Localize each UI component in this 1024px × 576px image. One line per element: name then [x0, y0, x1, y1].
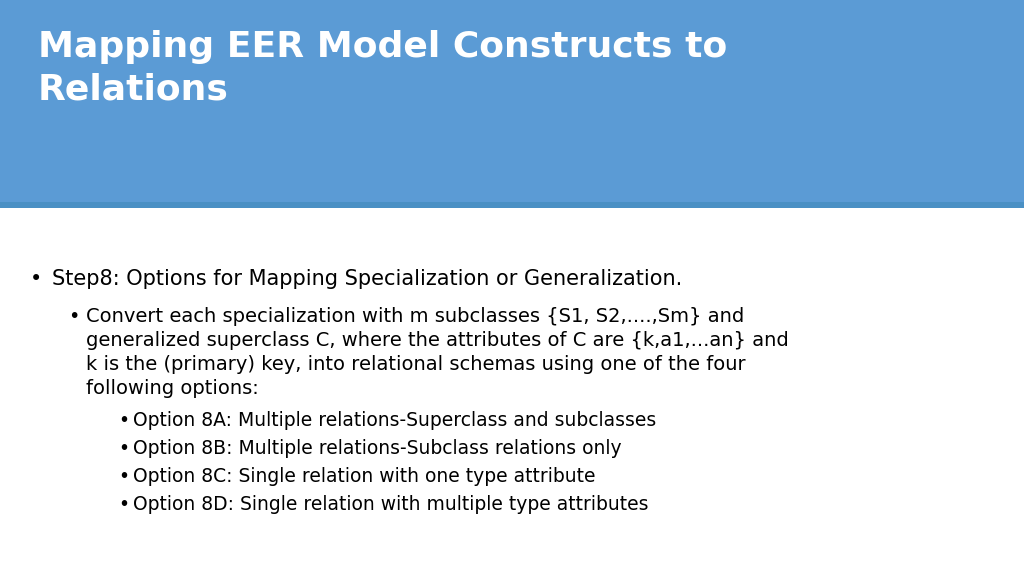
Text: •: •	[118, 439, 129, 458]
Text: following options:: following options:	[86, 380, 259, 399]
Text: Step8: Options for Mapping Specialization or Generalization.: Step8: Options for Mapping Specializatio…	[52, 270, 682, 290]
Text: •: •	[118, 468, 129, 487]
Bar	[0, 203, 1024, 209]
Text: k is the (primary) key, into relational schemas using one of the four: k is the (primary) key, into relational …	[86, 355, 745, 374]
Text: Option 8C: Single relation with one type attribute: Option 8C: Single relation with one type…	[133, 468, 596, 487]
Text: generalized superclass C, where the attributes of C are {k,a1,...an} and: generalized superclass C, where the attr…	[86, 331, 788, 350]
Text: Mapping EER Model Constructs to: Mapping EER Model Constructs to	[38, 30, 727, 64]
Text: Relations: Relations	[38, 72, 229, 106]
Text: •: •	[30, 270, 42, 290]
Text: Option 8D: Single relation with multiple type attributes: Option 8D: Single relation with multiple…	[133, 495, 648, 514]
Text: •: •	[118, 495, 129, 514]
Text: •: •	[118, 411, 129, 430]
Text: •: •	[68, 308, 80, 327]
Text: Convert each specialization with m subclasses {S1, S2,....,Sm} and: Convert each specialization with m subcl…	[86, 308, 744, 327]
Text: Option 8A: Multiple relations-Superclass and subclasses: Option 8A: Multiple relations-Superclass…	[133, 411, 656, 430]
Text: Option 8B: Multiple relations-Subclass relations only: Option 8B: Multiple relations-Subclass r…	[133, 439, 622, 458]
Bar	[0, 0, 1024, 204]
